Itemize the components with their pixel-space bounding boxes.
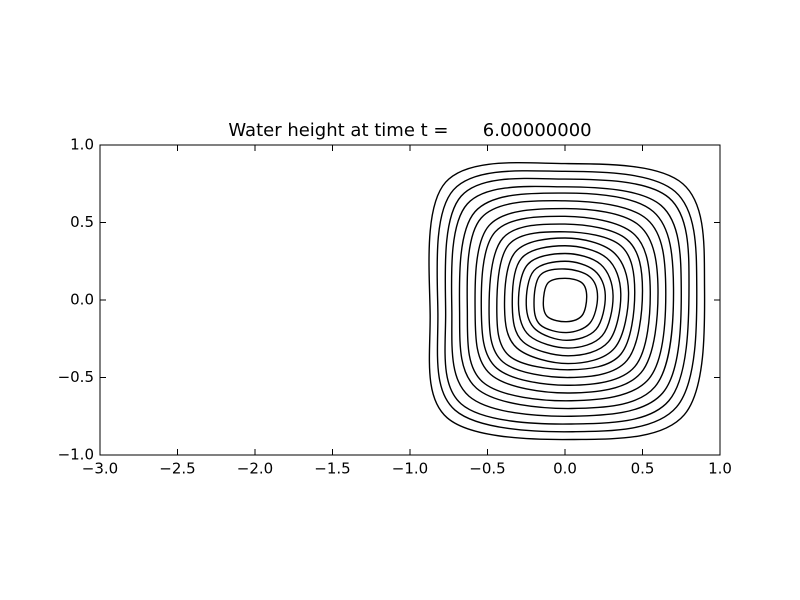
y-tick-label: 0.0 <box>70 291 94 309</box>
x-tick-label: −3.0 <box>82 460 118 478</box>
contour-line <box>503 237 630 365</box>
x-tick-label: 1.0 <box>708 460 732 478</box>
contour-line <box>450 185 682 417</box>
chart-title: Water height at time t = 6.00000000 <box>228 120 591 141</box>
x-tick-label: −0.5 <box>469 460 505 478</box>
x-tick-label: −1.0 <box>392 460 428 478</box>
contour-line <box>533 268 599 334</box>
contour-line <box>444 177 690 425</box>
x-tick-label: −2.0 <box>237 460 273 478</box>
y-tick-label: 0.5 <box>70 213 94 231</box>
contour-line <box>488 223 644 379</box>
contour-line <box>496 231 636 371</box>
contour-line <box>511 245 622 357</box>
contour-line <box>517 252 614 349</box>
x-tick-label: −1.5 <box>314 460 350 478</box>
y-tick-label: −0.5 <box>58 368 94 386</box>
contour-line <box>542 277 588 323</box>
y-tick-label: −1.0 <box>58 446 94 464</box>
x-tick-label: −2.5 <box>159 460 195 478</box>
contour-line <box>428 161 706 441</box>
y-tick-label: 1.0 <box>70 136 94 154</box>
contour-line <box>458 192 675 410</box>
x-tick-label: 0.0 <box>553 460 577 478</box>
contour-line <box>466 200 667 402</box>
contour-line <box>525 260 607 341</box>
x-tick-label: 0.5 <box>631 460 655 478</box>
contour-line <box>436 170 698 433</box>
contour-line <box>480 215 651 386</box>
contour-line <box>474 207 659 394</box>
